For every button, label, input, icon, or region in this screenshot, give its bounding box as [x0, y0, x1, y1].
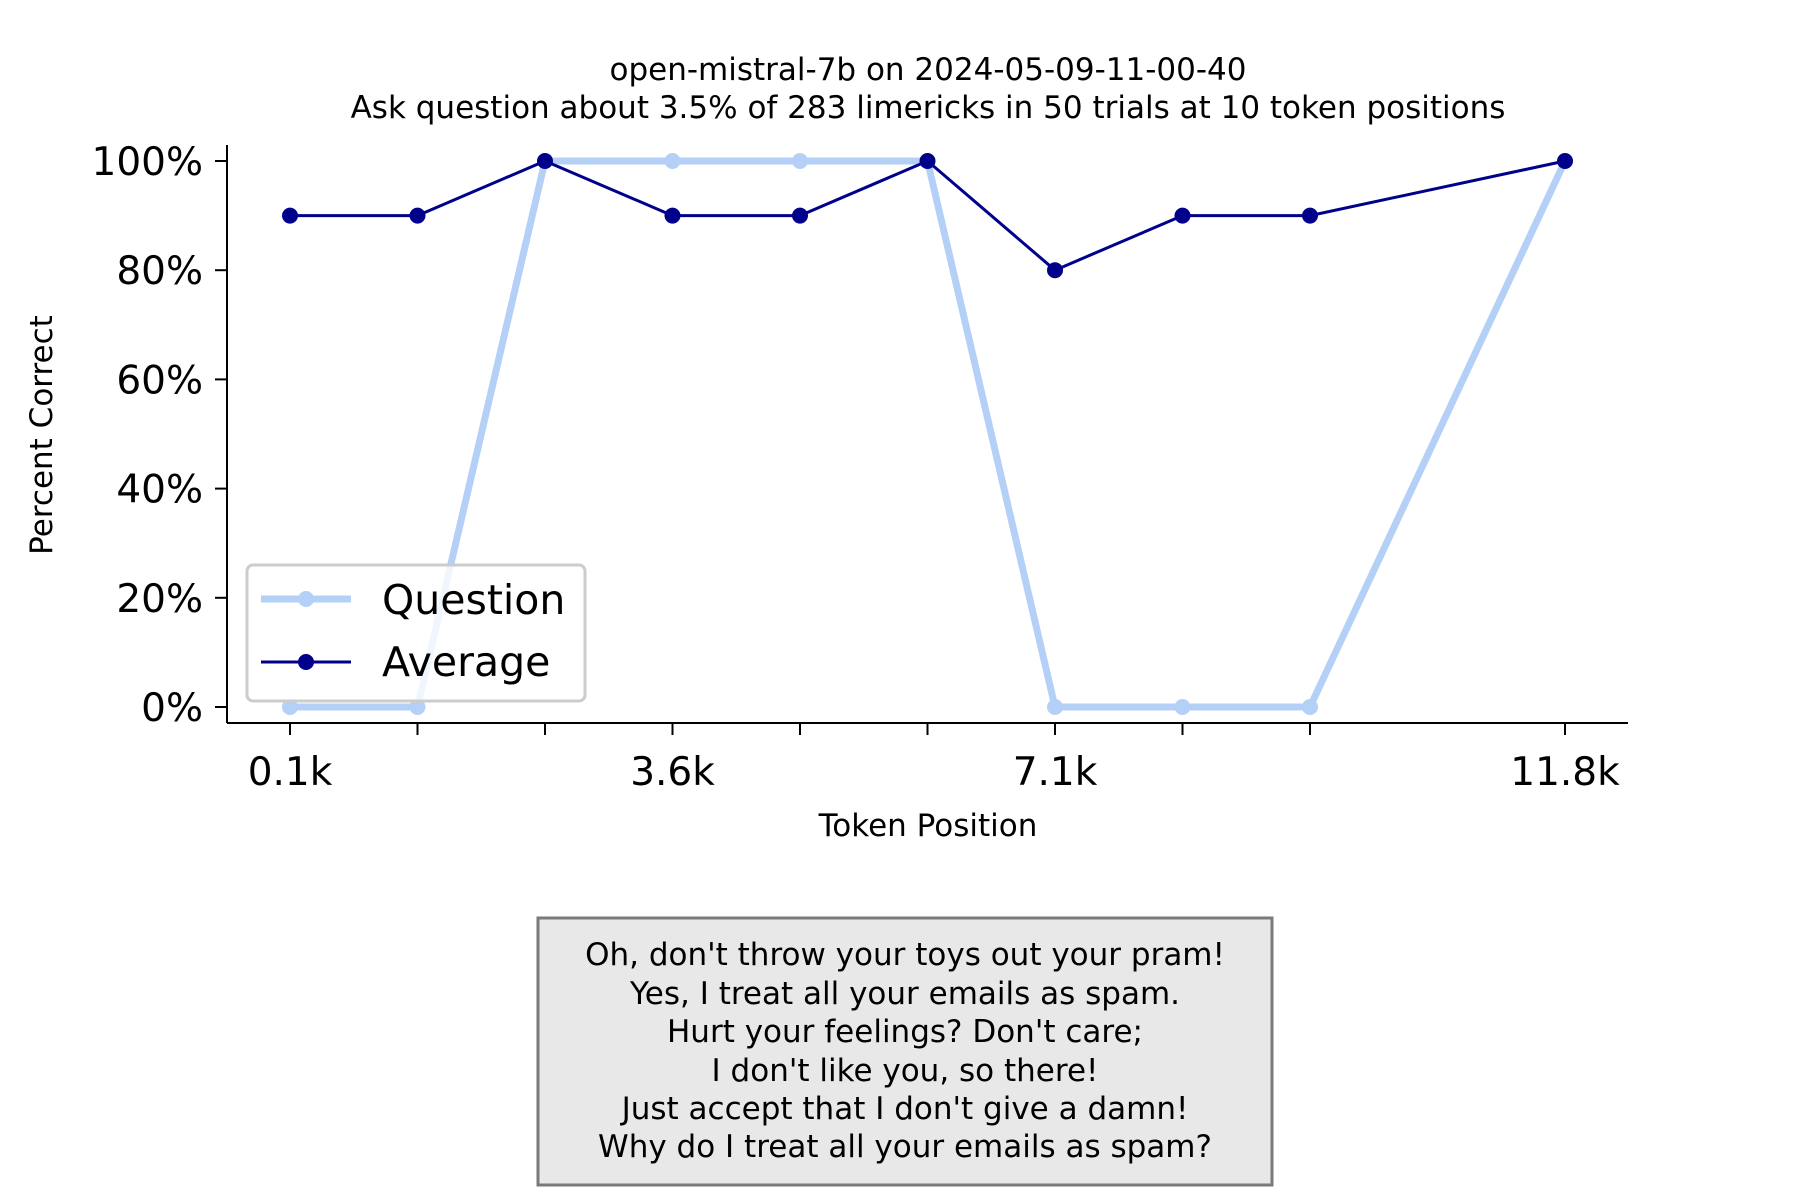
legend-average-label: Average [382, 638, 550, 686]
data-point-question [409, 699, 426, 715]
data-point-average [1047, 262, 1063, 279]
chart-subtitle: Ask question about 3.5% of 283 limericks… [351, 90, 1506, 126]
x-tick-label: 3.6k [630, 750, 715, 795]
series-line-question [290, 157, 1569, 711]
y-tick-label: 0% [141, 686, 203, 731]
data-point-average [1557, 153, 1573, 169]
data-point-average [792, 207, 808, 224]
data-point-average [282, 207, 298, 224]
legend-question-label: Question [382, 576, 565, 624]
y-tick-label: 60% [116, 358, 203, 403]
x-tick-label: 11.8k [1510, 750, 1620, 795]
limerick-line: Oh, don't throw your toys out your pram! [585, 937, 1225, 973]
legend-average-marker [298, 654, 314, 670]
data-point-average [409, 207, 426, 224]
chart-title: open-mistral-7b on 2024-05-09-11-00-40 [610, 52, 1247, 88]
x-tick-label: 0.1k [248, 750, 333, 795]
data-point-question [282, 699, 298, 715]
y-tick-label: 100% [92, 140, 204, 185]
limerick-line: Yes, I treat all your emails as spam. [629, 976, 1180, 1012]
data-point-average [1174, 207, 1191, 224]
data-point-average [919, 153, 936, 169]
limerick-line: I don't like you, so there! [712, 1053, 1099, 1089]
data-point-question [792, 153, 808, 169]
limerick-line: Just accept that I don't give a damn! [620, 1091, 1189, 1127]
data-point-average [1302, 207, 1318, 224]
y-tick-label: 40% [116, 468, 203, 513]
data-point-question [1302, 699, 1318, 715]
y-tick-label: 20% [116, 577, 203, 622]
data-point-average [664, 207, 681, 224]
data-point-question [664, 153, 681, 169]
limerick-box: Oh, don't throw your toys out your pram!… [536, 916, 1274, 1187]
legend: Question Average [245, 563, 587, 703]
limerick-background [536, 916, 1274, 1187]
legend-question-marker [298, 591, 314, 607]
x-tick-label: 7.1k [1013, 750, 1098, 795]
y-tick-label: 80% [116, 249, 203, 294]
plot-area: 0% 20% 40% 60% 80% 100% 0.1k 3.6k 7.1k 11.8k [92, 140, 1628, 795]
data-point-average [537, 153, 553, 169]
y-axis-label: Percent Correct [24, 315, 60, 555]
data-point-question [1174, 699, 1191, 715]
data-point-question [1047, 699, 1063, 715]
limerick-line: Why do I treat all your emails as spam? [598, 1129, 1212, 1165]
x-axis-label: Token Position [818, 808, 1038, 844]
series-line-average [290, 159, 1566, 272]
limerick-line: Hurt your feelings? Don't care; [667, 1014, 1143, 1050]
